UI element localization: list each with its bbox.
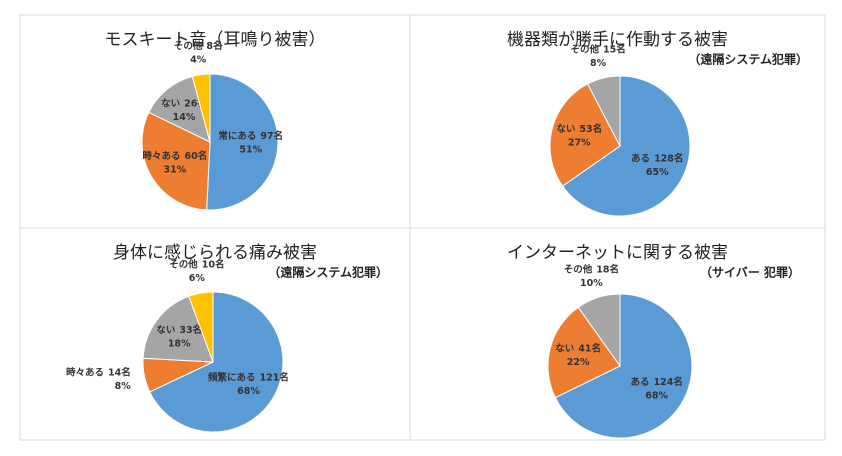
data-label: ある 128名 <box>631 152 683 164</box>
pie-slice <box>206 73 279 211</box>
pie-slice <box>149 291 284 433</box>
percent-label: 65% <box>646 167 669 178</box>
pie-slice <box>554 293 693 439</box>
category-label: その他 <box>169 258 198 270</box>
pie-slice <box>141 111 211 211</box>
percent-label: 8% <box>590 58 607 69</box>
category-label: ある <box>631 152 650 164</box>
data-label: 時々ある 60名 <box>143 149 208 161</box>
data-label: その他 18名 <box>564 263 619 275</box>
value-label: 128名 <box>654 152 683 164</box>
value-label: 60名 <box>185 149 208 161</box>
value-label: 41名 <box>578 342 601 354</box>
pie-slice <box>191 73 211 143</box>
data-label: ない 41名 <box>555 342 601 354</box>
data-label: 頻繁にある 121名 <box>208 371 289 383</box>
category-label: ない <box>556 123 575 134</box>
category-label: その他 <box>570 43 599 55</box>
category-label: 時々ある <box>66 366 104 378</box>
chart-title: 機器類が勝手に作動する被害 <box>507 30 728 50</box>
percent-label: 31% <box>164 164 187 175</box>
pie-slice <box>188 291 214 363</box>
category-label: その他 <box>174 39 203 51</box>
percent-label: 27% <box>568 137 591 148</box>
data-label: 時々ある 14名 <box>66 366 131 378</box>
chart-subtitle: （遠隔システム犯罪） <box>688 52 808 67</box>
category-label: ない <box>555 343 574 354</box>
percent-label: 68% <box>237 386 260 397</box>
pie-slice <box>142 295 214 363</box>
category-label: ある <box>630 375 649 387</box>
value-label: 8名 <box>206 39 222 51</box>
percent-label: 18% <box>168 339 191 350</box>
data-label: その他 8名 <box>174 39 223 51</box>
category-label: 時々ある <box>143 149 181 161</box>
percent-label: 68% <box>645 390 668 401</box>
data-label: ない 33名 <box>156 324 202 336</box>
value-label: 15名 <box>603 43 626 55</box>
value-label: 53名 <box>579 122 602 134</box>
data-label: 常にある 97名 <box>218 130 283 142</box>
percent-label: 6% <box>189 273 206 284</box>
chart-title: 身体に感じられる痛み被害 <box>113 243 317 263</box>
pie-slice <box>561 75 691 217</box>
chart-title: モスキート音（耳鳴り被害） <box>105 30 326 50</box>
chart-title: インターネットに関する被害 <box>507 243 728 263</box>
pie-slice <box>586 75 621 147</box>
category-label: ない <box>156 325 175 336</box>
chart-subtitle: （遠隔システム犯罪） <box>268 265 388 280</box>
value-label: 33名 <box>179 324 202 336</box>
data-label: ある 124名 <box>630 375 682 387</box>
percent-label: 4% <box>190 54 207 65</box>
value-label: 10名 <box>202 258 225 270</box>
value-label: 97名 <box>260 130 283 142</box>
value-label: 14名 <box>108 366 131 378</box>
category-label: 常にある <box>218 130 256 142</box>
percent-label: 8% <box>115 381 132 392</box>
category-label: ない <box>161 98 180 109</box>
data-label: ない 53名 <box>556 122 602 134</box>
pie-slice <box>148 75 211 143</box>
percent-label: 10% <box>580 278 603 289</box>
data-label: その他 15名 <box>570 43 625 55</box>
category-label: その他 <box>564 263 593 275</box>
value-label: 124名 <box>653 375 682 387</box>
pie-slice <box>549 83 621 187</box>
value-label: 18名 <box>596 263 619 275</box>
pie-slice <box>577 293 621 368</box>
percent-label: 22% <box>567 357 590 368</box>
pie-slice <box>547 306 621 399</box>
percent-label: 14% <box>173 112 196 123</box>
category-label: 頻繁にある <box>208 371 256 383</box>
chart-subtitle: （サイバー 犯罪） <box>700 265 800 280</box>
percent-label: 51% <box>239 145 262 156</box>
value-label: 121名 <box>260 371 289 383</box>
data-label: その他 10名 <box>169 258 224 270</box>
